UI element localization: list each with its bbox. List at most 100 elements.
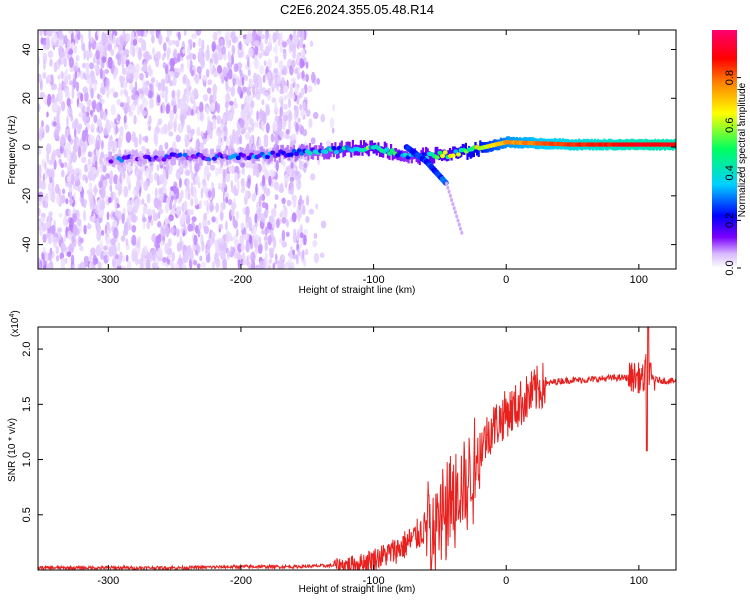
- spectrogram-noise-cell: [96, 59, 101, 66]
- spectrogram-noise-cell: [47, 263, 52, 269]
- spectrogram-noise-cell: [71, 120, 77, 130]
- spectrogram-noise-cell: [218, 182, 223, 189]
- spectrogram-noise-cell: [206, 107, 210, 115]
- spectrogram-noise-cell: [200, 130, 204, 138]
- spectrogram-noise-cell: [101, 199, 105, 211]
- spectrogram-noise-cell: [38, 145, 42, 156]
- spectrogram-noise-cell: [121, 67, 127, 76]
- spectrogram-band-cell: [307, 149, 310, 161]
- spectrogram-noise-cell: [300, 49, 306, 60]
- spectrogram-noise-cell: [216, 126, 221, 134]
- spectrogram-noise-cell: [187, 224, 193, 232]
- spectrogram-noise-cell: [50, 191, 56, 203]
- spectrogram-signal-cell: [180, 156, 186, 161]
- spectrogram-noise-cell: [108, 197, 112, 204]
- spectrogram-noise-cell: [189, 66, 193, 74]
- spectrogram-noise-cell: [85, 176, 88, 184]
- spectrogram-noise-cell: [95, 244, 101, 257]
- spectrogram-noise-cell: [265, 104, 270, 117]
- colorbar-tick-label: 0.2: [724, 213, 736, 228]
- spectrogram-noise-cell: [42, 233, 47, 243]
- spectrogram-noise-cell: [157, 199, 162, 208]
- spectrogram-noise-cell: [146, 193, 151, 204]
- spectrogram-band-cell: [340, 140, 343, 152]
- spectrogram-noise-cell: [261, 201, 267, 209]
- spectrogram-noise-cell: [233, 234, 238, 245]
- spectrogram-noise-cell: [215, 167, 220, 177]
- spectrogram-noise-cell: [150, 247, 157, 256]
- spectrogram-noise-cell: [46, 111, 49, 118]
- spectrogram-noise-cell: [190, 182, 194, 193]
- spectrogram-noise-cell: [332, 104, 336, 112]
- spectrogram-noise-cell: [299, 37, 303, 49]
- spectrogram-noise-cell: [285, 231, 290, 237]
- spectrogram-noise-cell: [299, 237, 303, 249]
- spectrogram-signal-cell: [456, 152, 461, 157]
- spectrogram-noise-cell: [144, 51, 150, 62]
- spectrogram-band-cell: [261, 146, 264, 157]
- spectrogram-noise-cell: [246, 87, 250, 95]
- spectrogram-noise-cell: [267, 234, 272, 246]
- spectrogram-branch-cell: [445, 181, 448, 186]
- spectrogram-noise-cell: [285, 219, 289, 227]
- spectrogram-noise-cell: [135, 179, 141, 189]
- spectrogram-noise-cell: [177, 52, 181, 63]
- spectrogram-noise-cell: [203, 93, 209, 102]
- x-tick-label: 0: [503, 274, 509, 286]
- spectrogram-noise-cell: [316, 77, 321, 85]
- spectrogram-noise-cell: [102, 69, 106, 80]
- spectrogram-band-cell: [476, 144, 479, 156]
- spectrogram-band-cell: [428, 151, 431, 162]
- spectrogram-noise-cell: [73, 127, 77, 138]
- spectrogram-noise-cell: [259, 64, 265, 75]
- spectrogram-signal-cell: [270, 150, 276, 155]
- spectrogram-noise-cell: [211, 216, 216, 223]
- spectrogram-noise-cell: [319, 252, 325, 258]
- x-tick-label: -300: [97, 274, 119, 286]
- snr-frame: [37, 326, 677, 571]
- spectrogram-noise-cell: [209, 62, 213, 75]
- spectrogram-noise-cell: [310, 137, 316, 145]
- spectrogram-noise-cell: [283, 84, 289, 94]
- spectrogram-branch-cell: [451, 202, 455, 207]
- spectrogram-band-cell: [425, 146, 428, 158]
- spectrogram-x-axis-title: Height of straight line (km): [299, 285, 416, 296]
- spectrogram-noise-cell: [72, 224, 78, 236]
- spectrogram-noise-cell: [274, 102, 278, 112]
- spectrogram-noise-cell: [134, 250, 138, 263]
- spectrogram-noise-cell: [301, 70, 305, 79]
- spectrogram-noise-cell: [65, 198, 69, 205]
- spectrogram-noise-cell: [106, 90, 110, 99]
- colorbar-tick-label: 0.0: [724, 260, 736, 275]
- spectrogram-noise-cell: [112, 34, 116, 45]
- spectrogram-noise-cell: [92, 187, 98, 194]
- spectrogram-noise-cell: [168, 125, 171, 133]
- spectrogram-noise-cell: [58, 45, 63, 56]
- spectrogram-branch-cell: [448, 193, 452, 198]
- spectrogram-noise-cell: [283, 173, 289, 184]
- spectrogram-noise-cell: [170, 226, 176, 235]
- spectrogram-noise-cell: [46, 151, 50, 163]
- spectrogram-noise-cell: [62, 188, 66, 195]
- spectrogram-band-cell: [332, 146, 335, 158]
- spectrogram-noise-cell: [129, 82, 133, 92]
- spectrogram-noise-cell: [51, 178, 55, 190]
- spectrogram-noise-cell: [47, 50, 54, 59]
- spectrogram-noise-cell: [191, 33, 197, 39]
- spectrogram-noise-cell: [282, 65, 288, 76]
- spectrogram-noise-cell: [149, 83, 153, 92]
- spectrogram-noise-cell: [171, 89, 175, 99]
- x-tick-label: -100: [363, 274, 385, 286]
- spectrogram-noise-cell: [274, 194, 279, 201]
- spectrogram-noise-cell: [224, 130, 228, 137]
- spectrogram-noise-cell: [267, 58, 272, 70]
- spectrogram-noise-cell: [228, 111, 234, 122]
- spectrogram-band-cell: [143, 154, 146, 166]
- spectrogram-noise-cell: [132, 46, 136, 58]
- spectrogram-noise-cell: [223, 135, 227, 142]
- spectrogram-band-cell: [226, 154, 229, 166]
- colorbar-tick-label: 0.4: [724, 165, 736, 180]
- spectrogram-signal-cell: [450, 153, 456, 158]
- spectrogram-noise-cell: [71, 87, 75, 99]
- spectrogram-noise-cell: [78, 123, 83, 130]
